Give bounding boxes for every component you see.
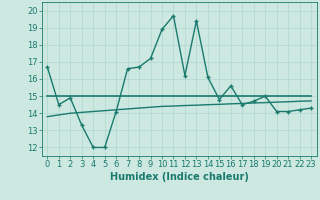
X-axis label: Humidex (Indice chaleur): Humidex (Indice chaleur) — [110, 172, 249, 182]
